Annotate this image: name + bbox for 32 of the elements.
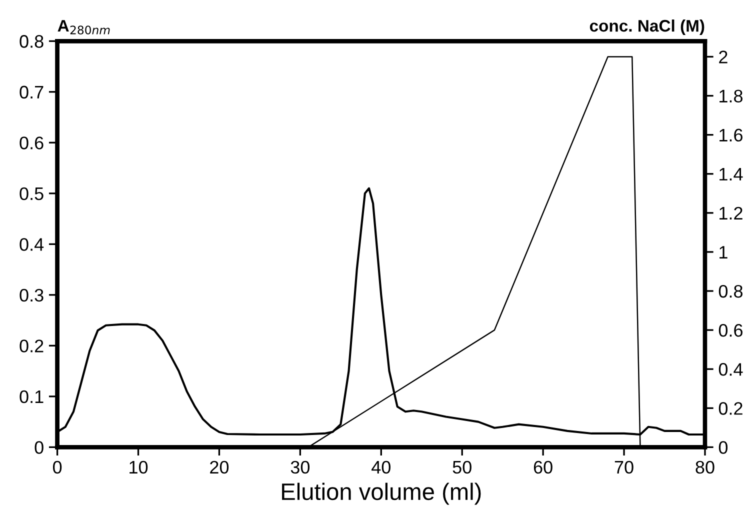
x-tick-label: 30	[290, 460, 310, 474]
y2-tick-label: 0	[718, 441, 728, 454]
x-tick-label: 70	[614, 460, 634, 474]
x-tick-label: 80	[696, 460, 714, 474]
y2-tick-label: 1	[720, 246, 728, 258]
x-axis-title: Elution volume (ml)	[282, 482, 481, 505]
x-tick-label: 40	[372, 460, 390, 474]
y2-tick-label: 1.4	[720, 168, 743, 180]
y-tick-label: 0	[34, 441, 44, 454]
y2-tick-label: 0.4	[718, 363, 743, 376]
y-tick-label: 0.2	[20, 340, 44, 352]
y-tick-label: 0.7	[20, 86, 44, 99]
y-tick-label: 0.1	[20, 390, 44, 404]
y2-axis-title: conc. NaCl (M)	[590, 19, 704, 36]
y2-tick-label: 0.8	[718, 284, 742, 298]
y2-tick-label: 1.8	[720, 90, 742, 102]
x-tick-label: 20	[210, 460, 229, 474]
x-tick-label: 0	[52, 460, 62, 474]
y2-tick-label: 1.2	[720, 206, 742, 220]
y2-tick-label: 0.2	[718, 402, 742, 415]
y-tick-label: 0.6	[20, 136, 44, 150]
x-tick-label: 10	[130, 460, 148, 474]
y-tick-label: 0.8	[20, 35, 44, 48]
y2-tick-label: 1.6	[720, 128, 742, 142]
y-axis-title: A$_{280nm}$	[58, 20, 110, 34]
x-tick-label: 50	[452, 460, 472, 474]
y-tick-label: 0.3	[20, 288, 44, 302]
y-tick-label: 0.4	[20, 238, 44, 251]
y2-tick-label: 2	[719, 50, 728, 64]
y-tick-label: 0.5	[20, 187, 44, 200]
x-tick-label: 60	[534, 460, 552, 474]
y2-tick-label: 0.6	[718, 324, 742, 337]
